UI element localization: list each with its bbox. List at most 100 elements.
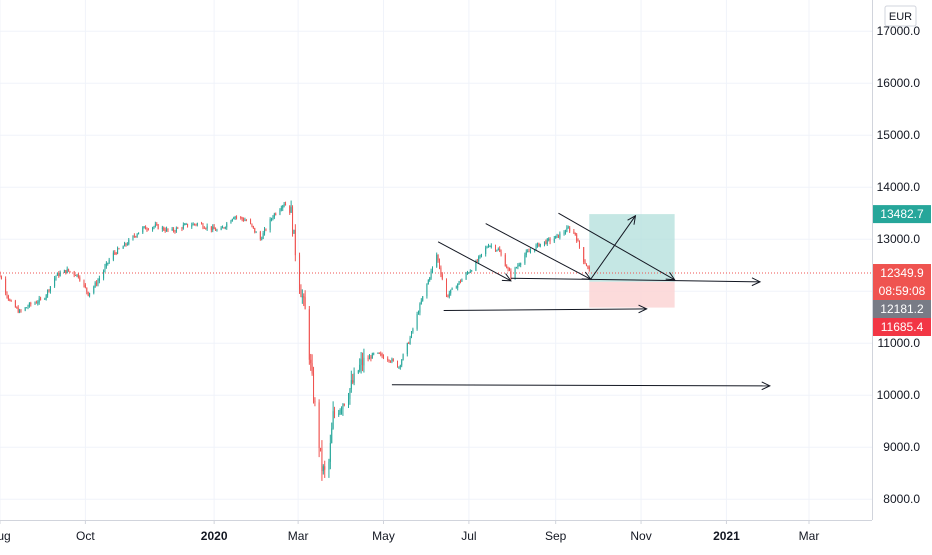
candle-body: [388, 359, 390, 362]
candle-body: [569, 227, 571, 232]
candle-body: [234, 216, 236, 218]
candle-body: [426, 284, 428, 297]
candle-body: [430, 270, 432, 278]
candle-body: [0, 273, 1, 277]
y-tick-label: 10000.0: [877, 388, 921, 402]
candle-body: [280, 208, 282, 210]
candle-body: [273, 213, 275, 218]
candle-body: [545, 241, 547, 244]
candle-body: [118, 248, 120, 250]
candle-body: [24, 307, 26, 311]
candle-body: [69, 271, 71, 273]
candle-body: [557, 234, 559, 238]
candle-body: [154, 224, 156, 227]
candle-body: [506, 266, 508, 269]
candle-body: [27, 306, 29, 308]
candle-body: [408, 342, 410, 344]
candle-body: [87, 291, 89, 296]
x-tick-label: Nov: [630, 529, 651, 543]
trend-line: [443, 308, 647, 311]
candle-body: [56, 273, 58, 276]
candle-body: [574, 232, 576, 235]
candle-body: [233, 217, 235, 220]
candle-body: [529, 250, 531, 252]
candlestick-series: [0, 200, 590, 481]
candle-body: [175, 227, 177, 232]
trend-drawings[interactable]: [391, 212, 771, 391]
x-tick-label: Aug: [0, 529, 11, 543]
candle-body: [48, 290, 50, 292]
candle-body: [342, 404, 344, 410]
candle-body: [510, 270, 512, 278]
candle-body: [367, 357, 369, 360]
trend-line: [510, 277, 761, 283]
candle-body: [114, 252, 116, 254]
candle-body: [416, 314, 418, 329]
candle-body: [10, 300, 12, 302]
candle-body: [517, 265, 519, 268]
candle-body: [504, 254, 506, 267]
candle-body: [196, 223, 198, 225]
candle-body: [310, 359, 312, 364]
candle-body: [40, 298, 42, 300]
candle-body: [471, 270, 473, 272]
candle-body: [313, 373, 315, 401]
arrow-head: [627, 214, 637, 225]
candle-body: [334, 411, 336, 415]
candle-body: [451, 287, 453, 290]
candle-body: [486, 247, 488, 249]
candle-body: [157, 224, 159, 230]
candle-body: [300, 289, 302, 297]
candle-body: [440, 267, 442, 275]
candle-body: [124, 243, 126, 247]
candle-body: [28, 303, 30, 307]
candle-body: [104, 266, 106, 271]
candle-body: [418, 312, 420, 315]
candle-body: [98, 278, 100, 281]
candle-body: [282, 205, 284, 209]
candle-body: [30, 303, 32, 305]
candle-body: [479, 254, 481, 257]
candle-body: [564, 231, 566, 233]
grid-lines: [0, 0, 872, 520]
arrow-head: [751, 277, 762, 287]
candle-body: [210, 226, 212, 231]
price-label: 13482.7: [880, 207, 924, 221]
candle-body: [546, 239, 548, 244]
candle-body: [49, 286, 51, 291]
candle-body: [94, 282, 96, 287]
candle-body: [559, 233, 561, 238]
candle-body: [527, 251, 529, 253]
candle-body: [147, 229, 149, 231]
candle-body: [115, 252, 117, 254]
candle-body: [163, 227, 165, 231]
candle-body: [142, 227, 144, 233]
candle-body: [105, 262, 107, 267]
candle-body: [240, 217, 242, 219]
position-tool[interactable]: [589, 214, 675, 308]
x-tick-label: Jul: [461, 529, 476, 543]
candle-body: [44, 298, 46, 300]
candle-body: [285, 204, 287, 206]
currency-badge[interactable]: EUR: [884, 5, 917, 27]
axes: 8000.09000.010000.011000.012000.013000.0…: [0, 0, 920, 543]
candle-body: [341, 409, 343, 411]
candle-body: [195, 224, 197, 226]
candle-body: [525, 251, 527, 255]
y-tick-label: 17000.0: [877, 24, 921, 38]
arrow-head: [665, 272, 676, 281]
y-tick-label: 13000.0: [877, 232, 921, 246]
candle-body: [181, 227, 183, 229]
candle-body: [294, 229, 296, 256]
candle-body: [153, 226, 155, 228]
candle-body: [314, 400, 316, 403]
candle-body: [399, 365, 401, 368]
candle-body: [427, 280, 429, 285]
candle-body: [362, 359, 364, 366]
candle-body: [458, 281, 460, 285]
candle-body: [184, 224, 186, 226]
candle-body: [299, 255, 301, 290]
candle-body: [292, 207, 294, 234]
